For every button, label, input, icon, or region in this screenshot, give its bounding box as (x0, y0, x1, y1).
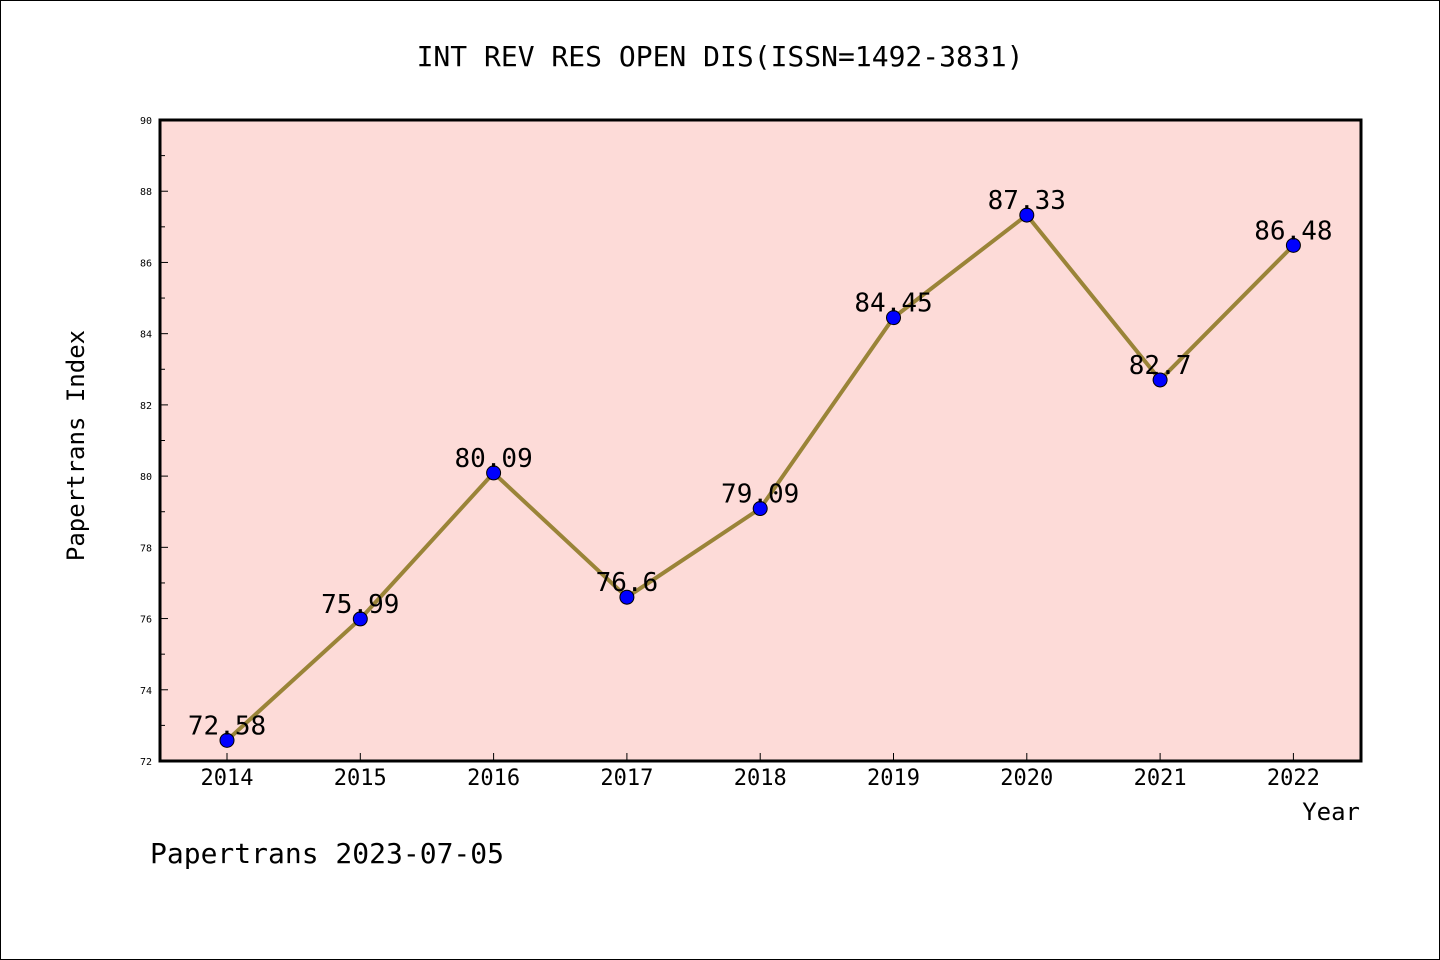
data-label: 82.7 (1129, 351, 1192, 381)
data-label: 79.09 (721, 480, 799, 510)
data-label: 87.33 (988, 186, 1066, 216)
y-tick-label: 78 (140, 543, 152, 554)
data-point (1285, 237, 1301, 253)
x-tick-label: 2022 (1267, 766, 1320, 791)
data-label: 86.48 (1254, 216, 1332, 246)
markers-group (219, 207, 1301, 748)
data-point (1152, 372, 1168, 388)
data-label: 84.45 (854, 289, 932, 319)
y-tick-label: 90 (140, 116, 152, 127)
y-tick-label: 76 (140, 615, 152, 626)
data-labels-group: 72.58 75.99 80.09 76.6 79.09 84.45 87.33 82.7 86… (188, 186, 1333, 741)
x-tick-label: 2021 (1134, 766, 1187, 791)
x-axis: 2014 2015 2016 2017 2018 2019 2020 2021 2022 (201, 753, 1320, 791)
data-label: 75.99 (321, 590, 399, 620)
y-tick-label: 82 (140, 401, 152, 412)
data-point (752, 501, 768, 517)
chart-title: INT REV RES OPEN DIS(ISSN=1492-3831) (417, 40, 1024, 73)
data-point (619, 589, 635, 605)
x-tick-label: 2016 (467, 766, 520, 791)
data-label: 76.6 (596, 568, 659, 598)
y-tick-label: 74 (140, 686, 152, 697)
plot-border (158, 118, 1363, 763)
y-tick-label: 80 (140, 472, 152, 483)
data-point (352, 611, 368, 627)
x-tick-label: 2015 (334, 766, 387, 791)
y-tick-label: 86 (140, 258, 152, 269)
data-point (886, 310, 901, 326)
data-point (219, 732, 235, 748)
y-tick-label: 88 (140, 187, 152, 198)
data-label: 72.58 (188, 711, 266, 741)
y-tick-label: 84 (140, 330, 152, 341)
x-tick-label: 2020 (1000, 766, 1053, 791)
x-tick-label: 2017 (600, 766, 653, 791)
x-tick-label: 2014 (201, 766, 254, 791)
plot-area (160, 120, 1361, 761)
data-point (486, 465, 502, 481)
footer-text: Papertrans 2023-07-05 (150, 837, 504, 870)
x-tick-label: 2019 (867, 766, 920, 791)
x-tick-label: 2018 (734, 766, 787, 791)
data-label: 80.09 (454, 444, 532, 474)
y-axis-title: Papertrans Index (62, 330, 90, 561)
data-point (1019, 207, 1035, 223)
y-tick-label: 72 (140, 757, 152, 768)
x-axis-title: Year (1302, 798, 1360, 826)
